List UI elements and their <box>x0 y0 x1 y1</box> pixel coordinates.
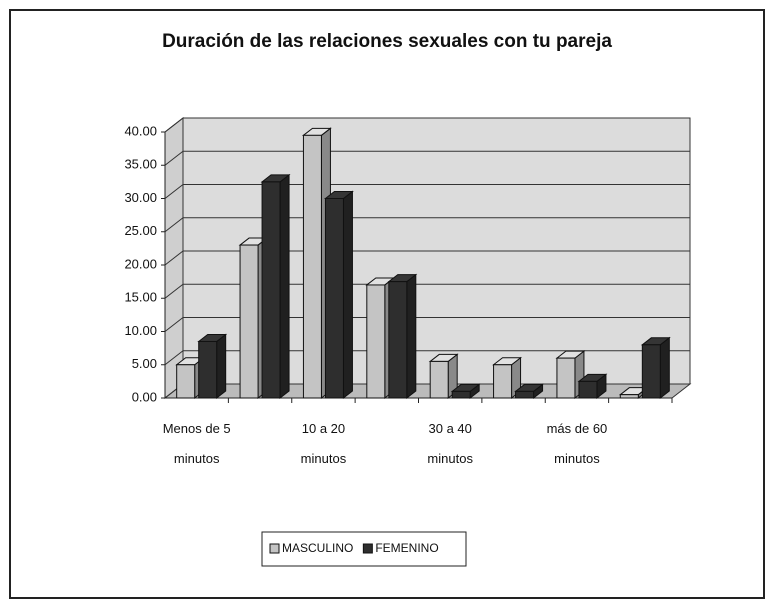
bar <box>260 173 291 400</box>
y-tick-label: 15.00 <box>124 290 157 305</box>
grid-line-side <box>164 250 184 266</box>
bar-side <box>342 190 353 400</box>
grid-line-side <box>164 117 184 133</box>
y-tick-label: 10.00 <box>124 323 157 338</box>
x-tick-label: 10 a 20 minutos <box>300 421 347 466</box>
bar <box>197 333 228 400</box>
x-tick-label: más de 60 minutos <box>546 421 608 466</box>
bar-front <box>515 390 535 399</box>
bar-side <box>406 273 417 400</box>
bar <box>323 190 354 400</box>
y-tick-label: 35.00 <box>124 157 157 172</box>
bar-front <box>239 244 259 399</box>
grid-line-side <box>164 217 184 233</box>
x-tick-label: 30 a 40 minutos <box>427 421 473 466</box>
bar-front <box>388 281 408 399</box>
y-tick-label: 5.00 <box>132 356 157 371</box>
bar-front <box>451 390 471 399</box>
bar-front <box>641 344 661 399</box>
bar <box>450 383 481 400</box>
bar <box>640 336 671 400</box>
grid-line-side <box>164 150 184 166</box>
bar <box>514 383 545 400</box>
bar <box>175 356 206 400</box>
legend: MASCULINO FEMENINO <box>261 531 467 567</box>
bar-front <box>619 394 639 399</box>
bar-front <box>198 340 218 399</box>
grid-line-side <box>164 350 184 366</box>
bar-side <box>279 173 290 400</box>
bar-front <box>261 181 281 399</box>
bar-side <box>216 333 227 400</box>
bar <box>301 127 332 400</box>
y-tick-label: 0.00 <box>132 389 157 404</box>
grid-line-side <box>164 317 184 332</box>
y-tick-label: 25.00 <box>124 223 157 238</box>
bar-front <box>366 284 386 399</box>
legend-label: MASCULINO <box>282 541 353 555</box>
x-tick-label: Menos de 5 minutos <box>162 421 231 466</box>
bar <box>492 356 523 400</box>
legend-swatch <box>269 543 280 554</box>
chart-title: Duración de las relaciones sexuales con … <box>162 31 612 52</box>
bar <box>577 373 608 400</box>
bar-front <box>324 198 344 399</box>
bar-side <box>659 336 670 400</box>
bar <box>387 273 418 400</box>
y-tick-label: 20.00 <box>124 256 157 271</box>
bar-front <box>556 357 576 399</box>
y-tick-label: 40.00 <box>124 123 157 138</box>
bar-front <box>302 134 322 399</box>
bar <box>428 353 459 400</box>
grid-line-side <box>164 283 184 299</box>
legend-label: FEMENINO <box>375 541 438 555</box>
bar-front <box>176 364 196 399</box>
grid-line-side <box>164 184 184 199</box>
bar-front <box>429 360 449 399</box>
legend-swatch <box>362 543 373 554</box>
bar-front <box>578 380 598 399</box>
y-tick-label: 30.00 <box>124 190 157 205</box>
bar-front <box>493 364 513 399</box>
